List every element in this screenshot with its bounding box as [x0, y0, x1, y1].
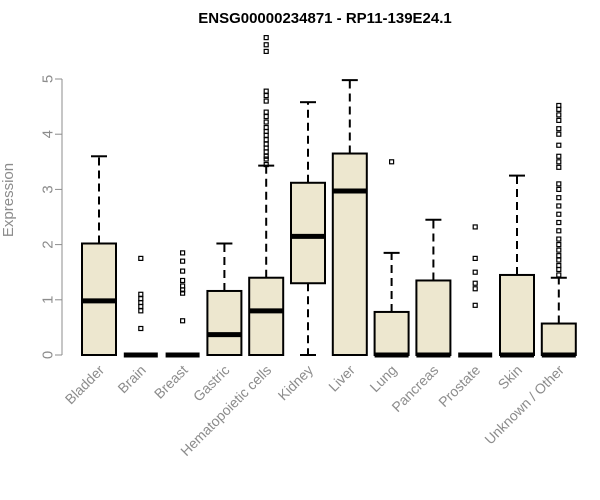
outlier-point: [556, 262, 562, 269]
box-lung: [373, 159, 410, 358]
box-iqr: [331, 152, 368, 356]
outlier-point: [556, 247, 562, 253]
box-hematopoietic-cells: [248, 34, 285, 356]
outlier-point: [138, 291, 144, 297]
outlier-point: [263, 109, 269, 115]
box-gastric: [206, 242, 243, 356]
box-iqr: [499, 273, 535, 356]
outlier-point: [263, 153, 269, 159]
outlier-point: [180, 290, 186, 296]
box-prostate: [458, 224, 493, 358]
outlier-point: [556, 242, 562, 248]
outlier-point: [556, 164, 562, 170]
box-kidney: [290, 101, 326, 356]
outlier-point: [556, 153, 562, 159]
outlier-point: [263, 98, 269, 104]
outlier-point: [556, 228, 562, 234]
outlier-point: [180, 258, 186, 264]
y-tick-label: 3: [40, 185, 57, 193]
outlier-point: [263, 156, 269, 162]
outlier-point: [263, 161, 269, 168]
outlier-point: [556, 272, 562, 278]
outlier-point: [263, 34, 269, 41]
outlier-point: [556, 159, 562, 165]
outlier-point: [263, 119, 269, 125]
box-brain: [123, 255, 158, 358]
outlier-point: [556, 236, 562, 242]
y-tick-label: 5: [40, 75, 57, 83]
outlier-point: [556, 131, 562, 137]
outlier-point: [180, 283, 186, 289]
x-category-label: Bladder: [62, 362, 108, 408]
y-tick-label: 1: [40, 296, 57, 304]
outlier-point: [556, 142, 562, 148]
outlier-point: [263, 48, 269, 55]
outlier-point: [138, 255, 144, 261]
box-iqr: [206, 289, 243, 356]
outlier-point: [556, 211, 562, 217]
box-skin: [499, 174, 535, 358]
outlier-point: [472, 255, 478, 261]
y-axis: 0 1 2 3 4 5: [40, 75, 63, 359]
box-unknown-other: [540, 102, 577, 358]
outlier-point: [556, 219, 562, 226]
outlier-point: [556, 253, 562, 259]
box-iqr: [248, 276, 285, 356]
x-category-label: Unknown / Other: [481, 362, 567, 448]
outlier-point: [138, 325, 144, 332]
outlier-point: [180, 268, 186, 274]
x-category-label: Liver: [325, 362, 358, 395]
chart-title: ENSG00000234871 - RP11-139E24.1: [198, 10, 452, 27]
outlier-point: [556, 112, 562, 118]
outlier-point: [472, 280, 478, 286]
outlier-point: [263, 113, 269, 120]
box-iqr: [373, 310, 410, 356]
boxes-group: [81, 34, 577, 358]
box-iqr: [540, 322, 577, 357]
outlier-point: [556, 117, 562, 124]
outlier-point: [263, 42, 269, 48]
outlier-point: [389, 159, 395, 165]
outlier-point: [180, 318, 186, 324]
outlier-point: [263, 88, 269, 94]
x-category-label: Lung: [366, 362, 399, 395]
x-category-label: Skin: [495, 362, 526, 393]
y-tick-label: 4: [40, 130, 57, 138]
box-iqr: [415, 279, 452, 357]
y-axis-label: Expression: [0, 163, 17, 237]
outlier-point: [263, 124, 269, 131]
box-liver: [331, 79, 368, 356]
x-category-label: Brain: [114, 362, 148, 396]
outlier-point: [138, 308, 144, 314]
y-tick-label: 0: [40, 351, 57, 359]
x-category-label: Breast: [151, 362, 191, 402]
box-iqr: [290, 181, 326, 285]
outlier-point: [556, 102, 562, 109]
outlier-point: [263, 92, 269, 99]
outlier-point: [180, 250, 186, 256]
box-pancreas: [415, 218, 452, 358]
outlier-point: [472, 269, 478, 275]
outlier-point: [556, 203, 562, 209]
box-breast: [165, 250, 200, 358]
outlier-point: [472, 224, 478, 230]
outlier-point: [180, 277, 186, 284]
outlier-point: [263, 137, 269, 143]
outlier-point: [556, 181, 562, 187]
y-tick-label: 2: [40, 240, 57, 248]
x-category-label: Prostate: [435, 362, 483, 410]
outlier-point: [556, 126, 562, 132]
outlier-point: [556, 186, 562, 192]
outlier-point: [556, 195, 562, 201]
x-category-label: Kidney: [275, 362, 317, 404]
box-bladder: [81, 155, 117, 356]
outlier-point: [472, 302, 478, 308]
outlier-point: [556, 257, 562, 263]
outlier-point: [472, 286, 478, 292]
